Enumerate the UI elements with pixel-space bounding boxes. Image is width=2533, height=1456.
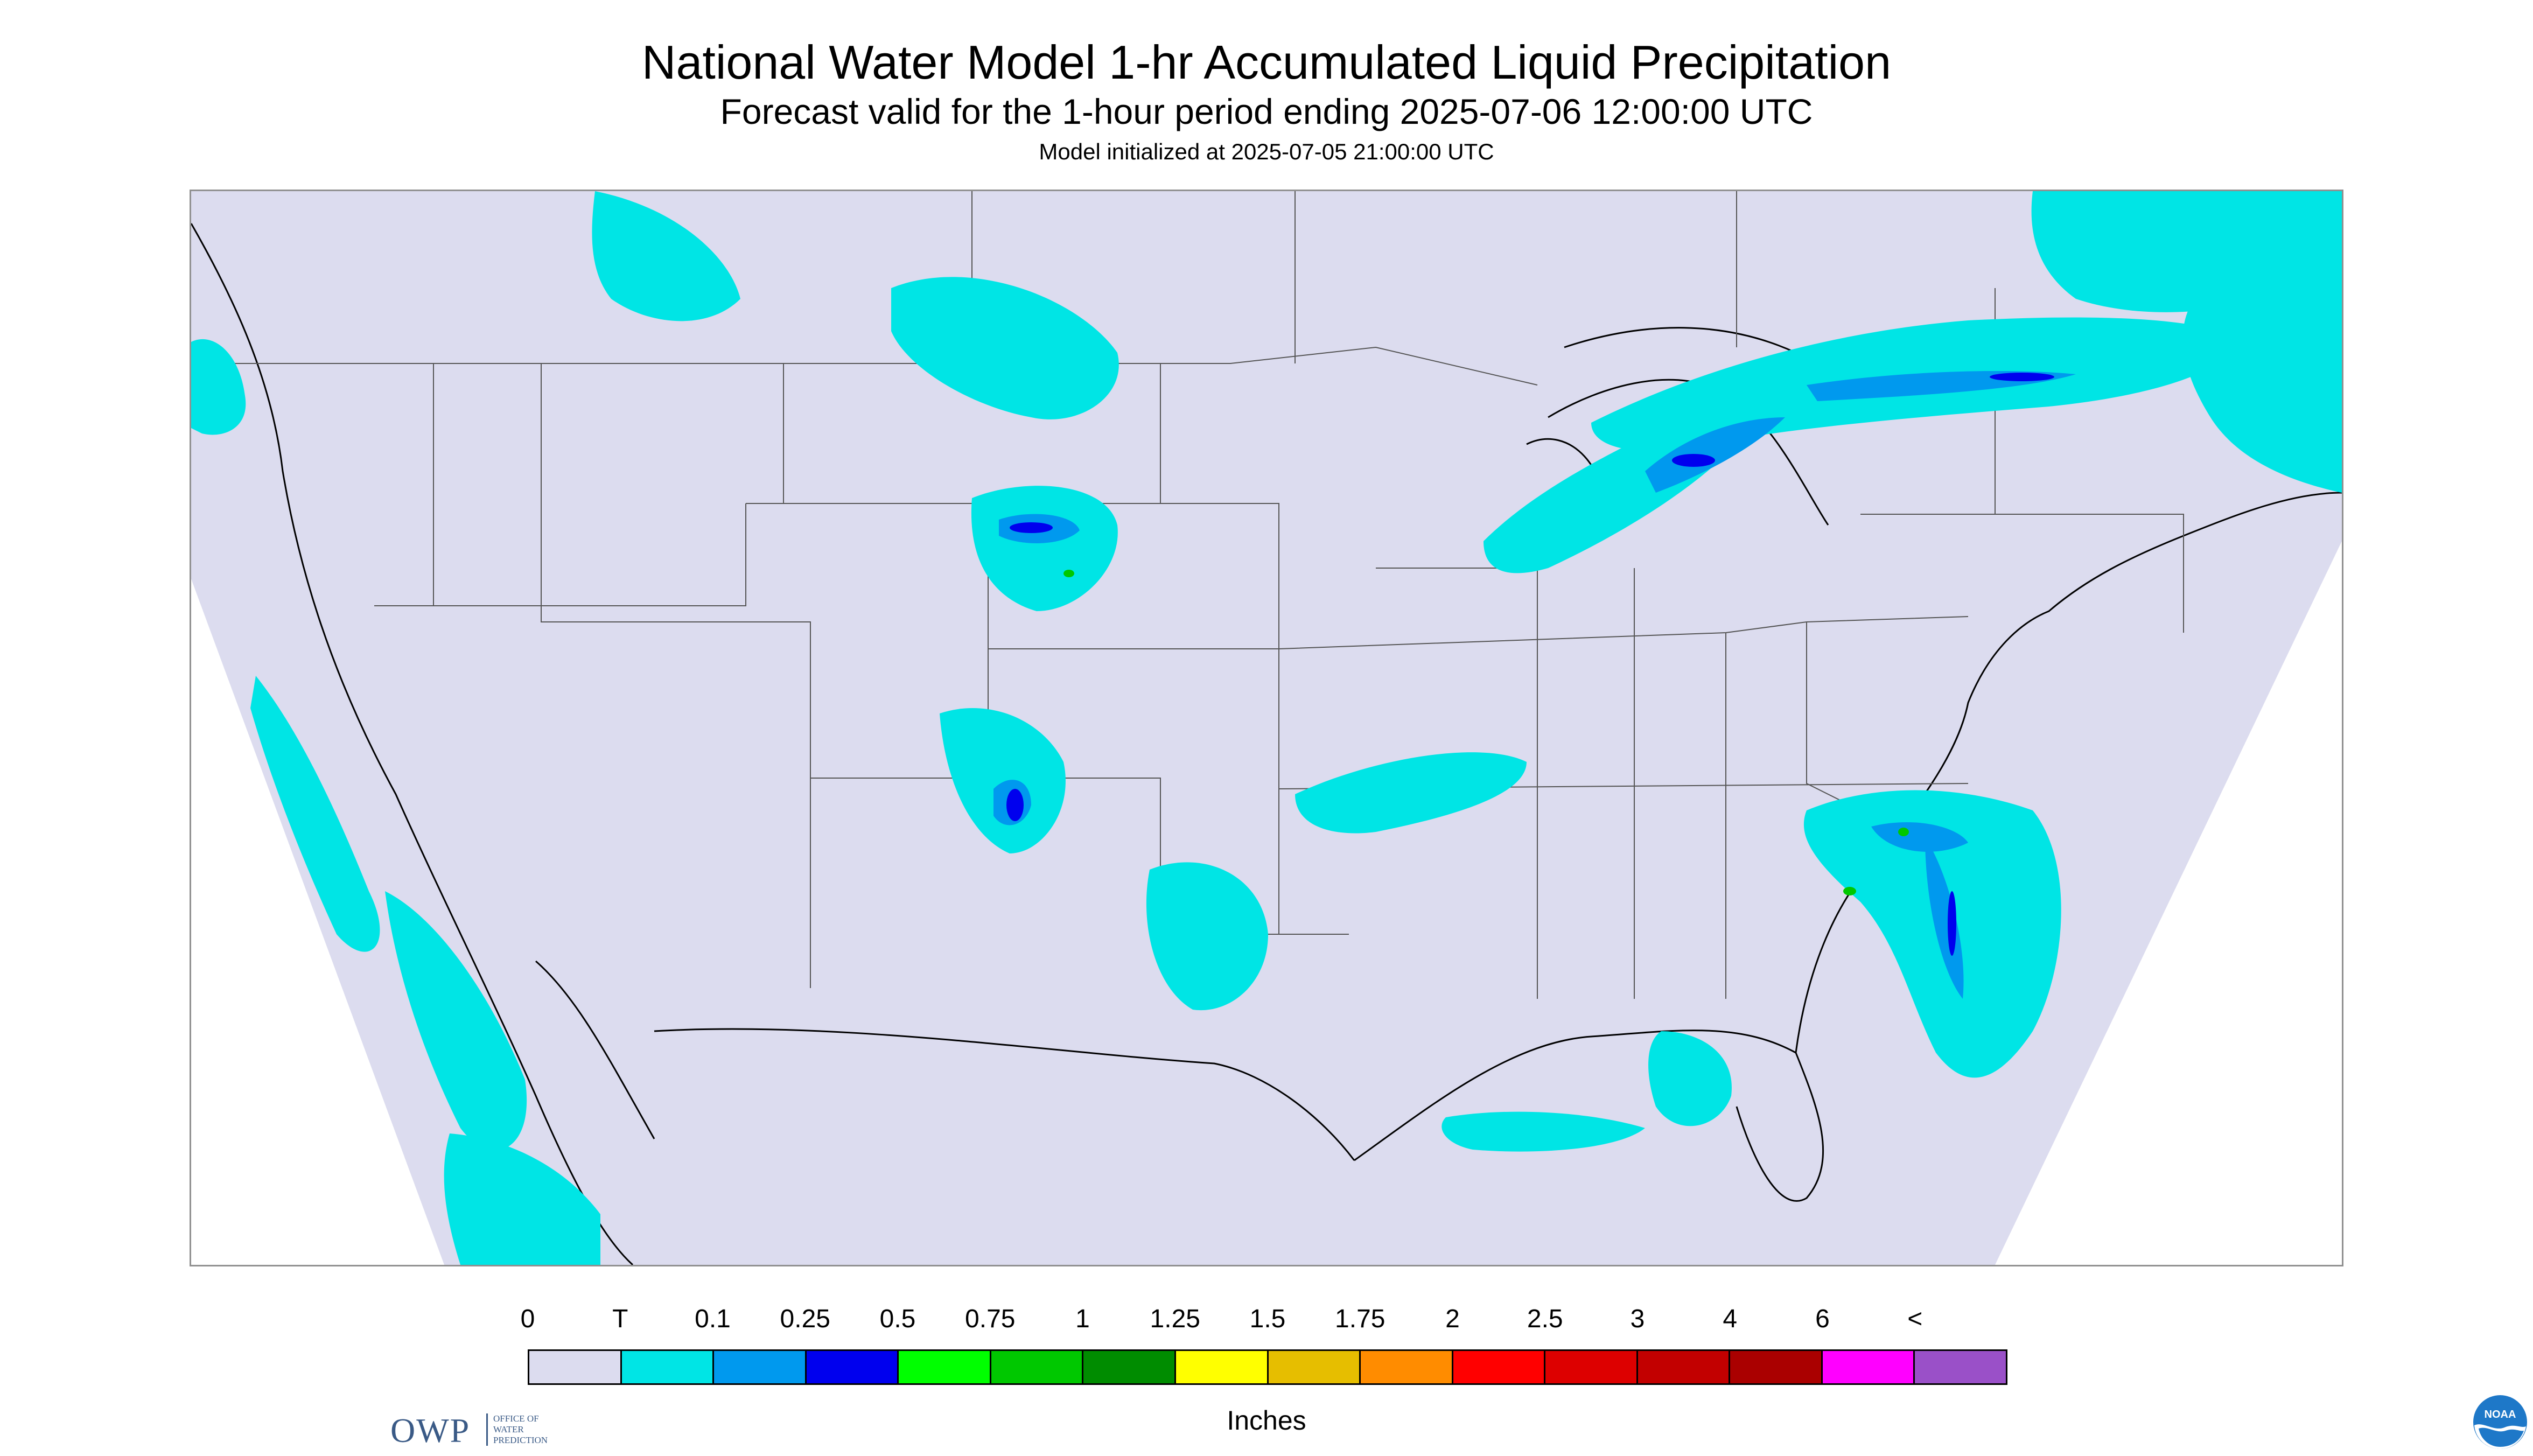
legend-tick-label: 0 [520, 1305, 535, 1333]
owp-logo-line: OFFICE OF [493, 1413, 539, 1424]
noaa-logo-text: NOAA [2485, 1409, 2516, 1420]
legend-swatch [529, 1351, 622, 1383]
chart-title: National Water Model 1-hr Accumulated Li… [641, 36, 1892, 89]
owp-logo-mark: OWP [390, 1411, 471, 1450]
legend-swatch [621, 1351, 715, 1383]
legend-colorbar [528, 1349, 2007, 1385]
legend-swatch [991, 1351, 1084, 1383]
model-init-caption: Model initialized at 2025-07-05 21:00:00… [1039, 139, 1494, 164]
legend-tick-label: < [1907, 1305, 1923, 1333]
legend-swatch [806, 1351, 899, 1383]
noaa-logo-icon: NOAA [2473, 1395, 2527, 1449]
owp-logo-line: WATER [493, 1424, 524, 1434]
legend-tick-label: 0.75 [965, 1305, 1016, 1333]
legend-tick-label: 3 [1630, 1305, 1645, 1333]
map-canvas [191, 191, 2342, 1265]
owp-logo-line: PREDICTION [493, 1435, 548, 1445]
legend-tick-label: 1.25 [1150, 1305, 1200, 1333]
legend-swatch [1915, 1351, 2006, 1383]
legend-tick-label: T [612, 1305, 628, 1333]
precipitation-map[interactable]: OWP OFFICE OF WATER PREDICTION NOAA [190, 190, 2527, 1450]
precip-light [191, 191, 2342, 1265]
legend-swatch [1638, 1351, 1731, 1383]
forecast-valid-subtitle: Forecast valid for the 1-hour period end… [720, 92, 1813, 131]
legend-tick-label: 1 [1075, 1305, 1090, 1333]
legend-tick-label: 0.5 [879, 1305, 916, 1333]
coastlines [191, 223, 2342, 1265]
legend-swatch [1545, 1351, 1638, 1383]
legend-labels: 0 T 0.1 0.25 0.5 0.75 1 1.25 1.5 1.75 2 2.5 3 4 6 < [0, 1303, 2533, 1341]
legend-swatch [1453, 1351, 1546, 1383]
precip-heavy [1006, 373, 2054, 956]
legend-swatch [714, 1351, 807, 1383]
legend-units: Inches [1227, 1405, 1306, 1436]
legend-swatch [899, 1351, 991, 1383]
legend-tick-label: 0.1 [695, 1305, 731, 1333]
legend-tick-label: 4 [1723, 1305, 1738, 1333]
legend-swatch [1083, 1351, 1176, 1383]
legend-swatch [1361, 1351, 1453, 1383]
legend-swatch [1730, 1351, 1823, 1383]
model-domain [191, 191, 2342, 1265]
legend-swatch [1175, 1351, 1269, 1383]
legend-swatch [1822, 1351, 1915, 1383]
legend-tick-label: 2 [1445, 1305, 1460, 1333]
legend-tick-label: 2.5 [1527, 1305, 1563, 1333]
precip-intense [1063, 570, 1909, 895]
legend-tick-label: 1.75 [1335, 1305, 1386, 1333]
legend-tick-label: 1.5 [1249, 1305, 1286, 1333]
state-borders [191, 191, 2184, 999]
legend-swatch [1268, 1351, 1361, 1383]
legend-tick-label: 0.25 [780, 1305, 830, 1333]
owp-logo-text: OFFICE OF WATER PREDICTION [486, 1413, 569, 1446]
legend-tick-label: 6 [1815, 1305, 1830, 1333]
